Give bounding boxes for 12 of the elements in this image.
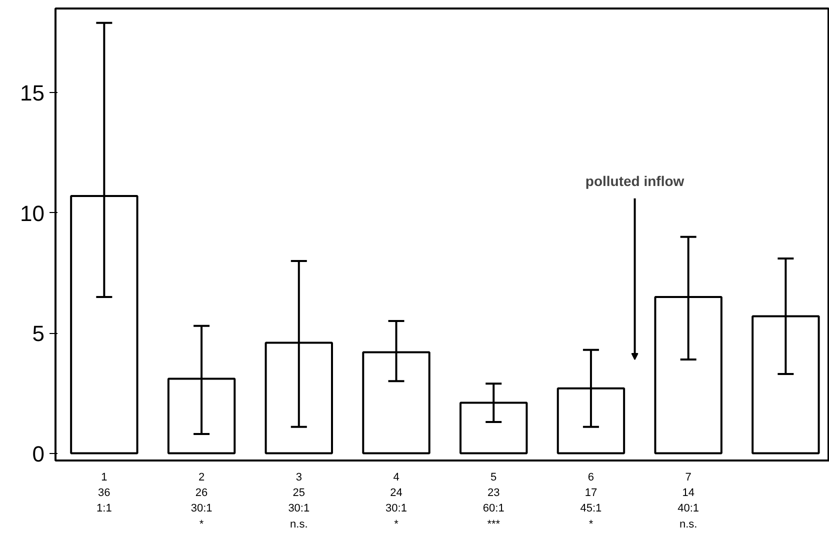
x-tick-label: 6 17 45:1 * — [580, 472, 602, 530]
y-tick-label: 5 — [32, 321, 45, 346]
y-tick-label: 10 — [20, 200, 45, 226]
y-tick-label: 15 — [20, 80, 45, 106]
x-tick-label: 3 25 30:1 n.s. — [288, 472, 310, 530]
x-tick-label: 2 26 30:1 * — [190, 472, 212, 530]
x-tick-label: 7 14 40:1 n.s. — [678, 472, 700, 530]
y-tick-label: 0 — [32, 441, 45, 466]
x-tick-label: 5 23 60:1 *** — [482, 472, 504, 530]
x-tick-label: 4 24 30:1 * — [386, 472, 407, 530]
annotation: polluted inflow — [585, 172, 684, 189]
x-tick-label: 1 36 1:1 — [96, 472, 112, 515]
